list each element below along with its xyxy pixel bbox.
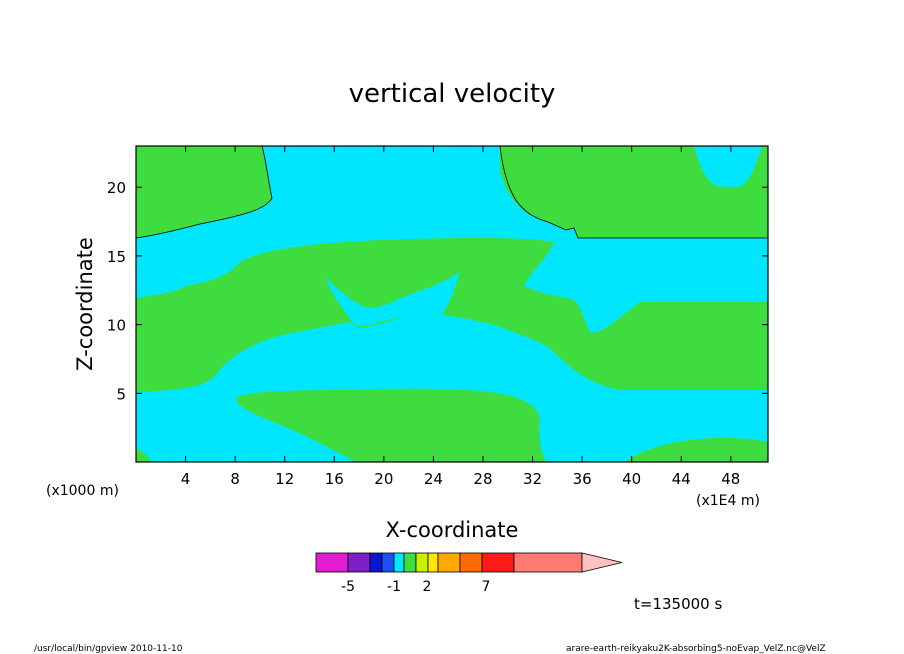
- x-tick-label: 44: [672, 470, 691, 488]
- footer-left: /usr/local/bin/gpview 2010-11-10: [34, 644, 183, 654]
- x-tick-label: 12: [275, 470, 294, 488]
- colorbar-segment: [403, 552, 417, 573]
- x-tick-label: 32: [523, 470, 542, 488]
- chart-title: vertical velocity: [349, 79, 556, 109]
- colorbar-label: -1: [387, 579, 401, 595]
- colorbar-segment: [437, 552, 461, 573]
- y-tick-label: 15: [107, 248, 126, 266]
- time-label: t=135000 s: [634, 595, 722, 613]
- colorbar-segment: [459, 552, 483, 573]
- x-tick-label: 28: [473, 470, 492, 488]
- contour-line: [499, 145, 768, 239]
- y-tick-label: 10: [107, 317, 126, 335]
- positive-region-lower-left: [236, 388, 546, 462]
- x-tick-label: 20: [374, 470, 393, 488]
- negative-pocket-right: [574, 284, 616, 306]
- x-tick-label: 48: [721, 470, 740, 488]
- colorbar-label: 2: [423, 579, 432, 595]
- negative-notch-top-right: [694, 146, 762, 188]
- x-tick-label: 40: [622, 470, 641, 488]
- x-unit-left: (x1000 m): [46, 483, 119, 499]
- colorbar-segment: [315, 552, 349, 573]
- colorbar-segment: [513, 552, 583, 573]
- y-axis: 5 10 15 20: [107, 179, 768, 403]
- negative-spike-left: [326, 272, 460, 326]
- contour-line: [135, 145, 273, 239]
- plot-frame: [135, 145, 769, 463]
- x-tick-label: 16: [325, 470, 344, 488]
- colorbar-segment: [381, 552, 395, 573]
- colorbar-label: 7: [482, 579, 491, 595]
- colorbar-segment: [481, 552, 515, 573]
- colorbar-segment: [347, 552, 371, 573]
- contour-field: [135, 145, 768, 462]
- y-tick-label: 5: [116, 385, 126, 403]
- x-tick-label: 8: [230, 470, 240, 488]
- x-axis: 4 8 12 16 20 24 28 32 36 40 44 48: [181, 146, 740, 488]
- colorbar-segment: [415, 552, 429, 573]
- x-unit-right: (x1E4 m): [696, 493, 760, 509]
- colorbar-label: -5: [341, 579, 355, 595]
- colorbar-segment: [369, 552, 383, 573]
- x-tick-label: 36: [573, 470, 592, 488]
- x-tick-label: 4: [181, 470, 191, 488]
- colorbar-extend-arrow: [581, 552, 623, 573]
- colorbar-segment: [427, 552, 439, 573]
- y-axis-label: Z-coordinate: [73, 237, 97, 371]
- x-axis-label: X-coordinate: [386, 518, 519, 542]
- positive-region-top-right: [500, 146, 768, 238]
- footer-right: arare-earth-reikyaku2K-absorbing5-noEvap…: [566, 644, 826, 654]
- colorbar-segment: [393, 552, 405, 573]
- colorbar: -5 -1 2 7: [315, 552, 623, 595]
- x-tick-label: 24: [424, 470, 443, 488]
- positive-region-middle-band: [136, 238, 768, 392]
- positive-region-lower-right: [624, 437, 768, 462]
- positive-region-bottom-left-corner: [136, 448, 152, 462]
- y-tick-label: 20: [107, 179, 126, 197]
- positive-region-top-left: [136, 146, 272, 238]
- contour-lines: [135, 145, 768, 239]
